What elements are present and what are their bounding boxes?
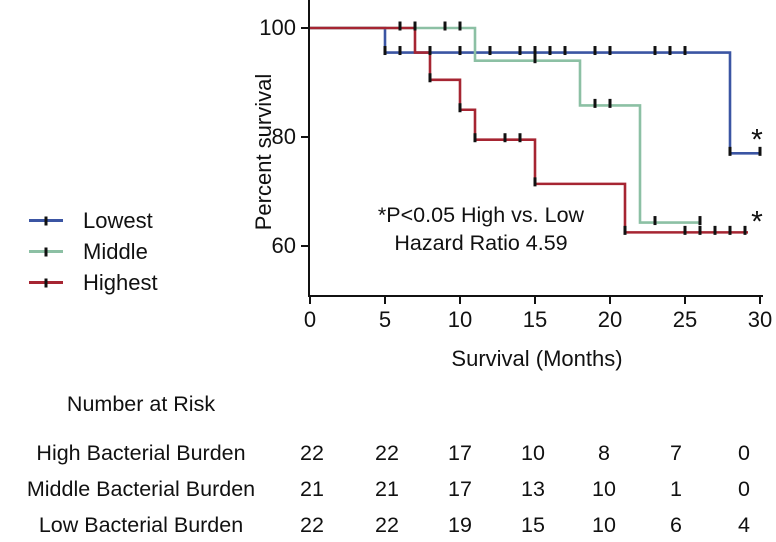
y-tick-label: 60	[272, 233, 296, 258]
risk-count: 15	[521, 513, 545, 537]
x-tick-label: 0	[304, 307, 316, 332]
risk-row-label: Low Bacterial Burden	[38, 513, 244, 537]
censor-tick-icon	[44, 278, 48, 287]
risk-count: 10	[592, 513, 616, 537]
significance-asterisk: *	[751, 205, 763, 238]
middle-line-swatch	[29, 247, 63, 256]
risk-row-low: Low Bacterial Burden 22 22 19 15 10 6 4	[0, 513, 776, 537]
risk-count: 6	[670, 513, 682, 537]
risk-count: 0	[738, 441, 750, 465]
y-tick-label: 100	[259, 15, 296, 40]
y-tick-label: 80	[272, 124, 296, 149]
risk-count: 10	[592, 477, 616, 501]
legend-item-lowest: Lowest	[29, 205, 158, 236]
legend-label-highest: Highest	[83, 269, 158, 295]
x-tick-label: 20	[598, 307, 622, 332]
x-tick-label: 25	[673, 307, 697, 332]
risk-count: 0	[738, 477, 750, 501]
risk-table-title: Number at Risk	[66, 392, 216, 416]
legend-label-lowest: Lowest	[83, 207, 153, 233]
x-axis-label: Survival (Months)	[451, 346, 623, 371]
stats-annotation: *P<0.05 High vs. Low Hazard Ratio 4.59	[378, 201, 584, 257]
x-tick-label: 30	[748, 307, 772, 332]
significance-asterisk: *	[751, 124, 763, 157]
series-line-middle	[310, 26, 700, 224]
highest-line-swatch	[29, 278, 63, 287]
x-tick-label: 10	[448, 307, 472, 332]
risk-count: 1	[670, 477, 682, 501]
risk-count: 7	[670, 441, 682, 465]
risk-count: 17	[448, 477, 472, 501]
risk-row-label: Middle Bacterial Burden	[26, 477, 256, 501]
risk-count: 4	[738, 513, 750, 537]
legend-label-middle: Middle	[83, 238, 148, 264]
risk-row-middle: Middle Bacterial Burden 21 21 17 13 10 1 0	[0, 477, 776, 501]
risk-count: 17	[448, 441, 472, 465]
x-tick-label: 5	[379, 307, 391, 332]
risk-count: 22	[300, 441, 324, 465]
risk-count: 10	[521, 441, 545, 465]
legend: Lowest Middle Highest	[29, 205, 158, 298]
risk-row-label: High Bacterial Burden	[36, 441, 246, 465]
x-tick-label: 15	[523, 307, 547, 332]
risk-count: 21	[300, 477, 324, 501]
risk-row-high: High Bacterial Burden 22 22 17 10 8 7 0	[0, 441, 776, 465]
risk-count: 22	[375, 513, 399, 537]
hazard-ratio-text: Hazard Ratio 4.59	[394, 231, 568, 255]
p-value-text: *P<0.05 High vs. Low	[377, 203, 585, 227]
censor-tick-icon	[44, 216, 48, 225]
censor-tick-icon	[44, 247, 48, 256]
risk-count: 19	[448, 513, 472, 537]
risk-count: 8	[598, 441, 610, 465]
series-line-highest	[310, 26, 748, 234]
risk-count: 22	[375, 441, 399, 465]
risk-count: 21	[375, 477, 399, 501]
legend-item-highest: Highest	[29, 267, 158, 298]
survival-plot: 0 5 10 15 20 25 30 100 80 60 * *	[259, 0, 772, 332]
risk-count: 22	[300, 513, 324, 537]
legend-item-middle: Middle	[29, 236, 158, 267]
lowest-line-swatch	[29, 216, 63, 225]
risk-count: 13	[521, 477, 545, 501]
